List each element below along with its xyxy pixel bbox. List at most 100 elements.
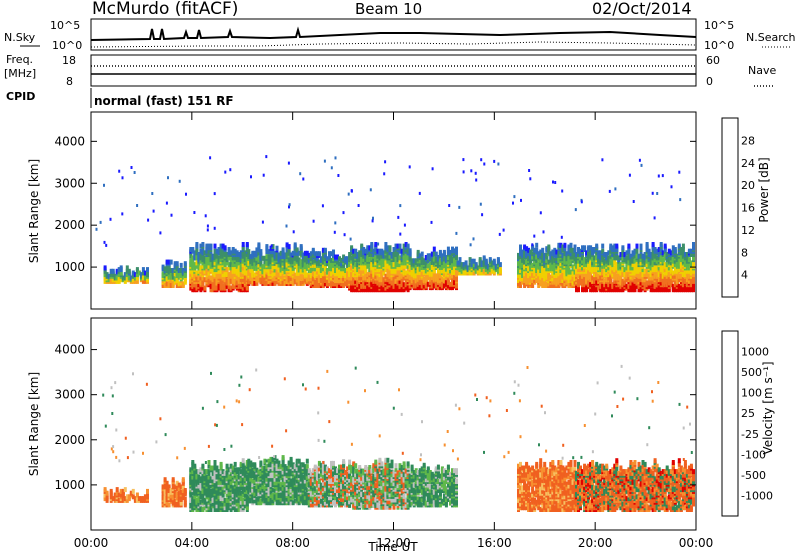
echo-cell	[199, 476, 203, 482]
scatter-point	[250, 175, 252, 179]
echo-cell	[358, 283, 362, 289]
date-title: 02/Oct/2014	[592, 0, 692, 18]
echo-cell	[585, 283, 589, 289]
echo-cell	[227, 275, 231, 281]
echo-cell	[165, 281, 169, 287]
echo-cell	[191, 485, 195, 491]
echo-cell	[217, 497, 221, 503]
echo-cell	[567, 257, 571, 263]
echo-cell	[677, 283, 681, 289]
echo-cell	[623, 267, 627, 273]
echo-cell	[671, 255, 675, 261]
echo-cell	[449, 263, 452, 269]
echo-cell	[175, 264, 179, 270]
echo-cell	[402, 253, 406, 259]
echo-cell	[442, 278, 446, 284]
scatter-point	[333, 230, 336, 234]
scatter-point	[288, 205, 290, 209]
echo-cell	[597, 253, 601, 259]
echo-cell	[163, 276, 167, 282]
echo-cell	[319, 256, 323, 262]
echo-cell	[615, 262, 619, 268]
echo-cell	[555, 276, 559, 282]
echo-cell	[293, 242, 297, 248]
echo-cell	[398, 282, 402, 288]
echo-cell	[161, 491, 165, 497]
echo-cell	[103, 492, 107, 498]
echo-cell	[332, 252, 335, 258]
echo-cell	[135, 272, 139, 278]
scatter-point	[103, 240, 106, 244]
echo-cell	[105, 272, 109, 278]
echo-cell	[205, 270, 209, 276]
echo-cell	[623, 280, 627, 286]
echo-cell	[311, 262, 315, 268]
echo-cell	[462, 262, 466, 268]
echo-cell	[223, 501, 227, 507]
echo-cell	[462, 265, 466, 271]
echo-cell	[332, 266, 335, 272]
echo-cell	[571, 276, 575, 282]
echo-cell	[633, 267, 637, 273]
echo-cell	[221, 478, 225, 484]
echo-cell	[368, 245, 372, 251]
echo-cell	[416, 249, 420, 255]
scatter-point	[193, 211, 196, 214]
echo-cell	[139, 496, 143, 502]
echo-cell	[563, 242, 567, 248]
echo-cell	[283, 259, 287, 265]
echo-cell	[321, 281, 325, 287]
echo-cell	[354, 278, 358, 284]
echo-cell	[346, 269, 350, 275]
echo-cell	[323, 271, 327, 277]
echo-cell	[313, 262, 317, 268]
echo-cell	[191, 287, 195, 293]
echo-cell	[629, 287, 633, 293]
echo-cell	[523, 249, 527, 255]
echo-cell	[669, 255, 673, 261]
echo-cell	[671, 270, 675, 276]
echo-cell	[669, 273, 673, 279]
echo-cell	[305, 277, 309, 283]
echo-cell	[303, 269, 307, 275]
scatter-point	[632, 200, 635, 203]
echo-cell	[227, 255, 231, 261]
echo-cell	[195, 282, 199, 288]
echo-cell	[356, 272, 360, 278]
echo-cell	[392, 247, 396, 252]
echo-cell	[219, 494, 223, 500]
echo-cell	[239, 250, 243, 256]
echo-cell	[541, 276, 545, 282]
echo-cell	[141, 275, 145, 281]
echo-cell	[279, 274, 283, 280]
echo-cell	[265, 249, 269, 255]
echo-cell	[553, 283, 557, 288]
echo-cell	[295, 269, 299, 275]
echo-cell	[519, 244, 522, 250]
echo-cell	[193, 253, 197, 259]
echo-cell	[215, 503, 219, 509]
echo-cell	[659, 257, 663, 263]
echo-cell	[567, 268, 571, 273]
echo-cell	[663, 253, 667, 259]
scatter-point	[334, 156, 337, 160]
echo-cell	[237, 260, 241, 266]
echo-cell	[241, 265, 245, 271]
echo-cell	[677, 260, 681, 266]
echo-cell	[442, 255, 446, 260]
echo-cell	[631, 273, 635, 279]
echo-cell	[451, 256, 454, 262]
echo-cell	[105, 490, 109, 496]
echo-cell	[257, 277, 261, 283]
echo-cell	[535, 247, 539, 253]
echo-cell	[416, 275, 420, 281]
echo-cell	[643, 268, 647, 274]
echo-cell	[426, 263, 430, 269]
echo-cell	[245, 242, 249, 247]
echo-cell	[523, 264, 527, 270]
echo-cell	[449, 253, 452, 259]
echo-cell	[444, 255, 448, 260]
echo-cell	[261, 277, 265, 283]
echo-cell	[336, 283, 339, 288]
echo-cell	[625, 270, 629, 276]
